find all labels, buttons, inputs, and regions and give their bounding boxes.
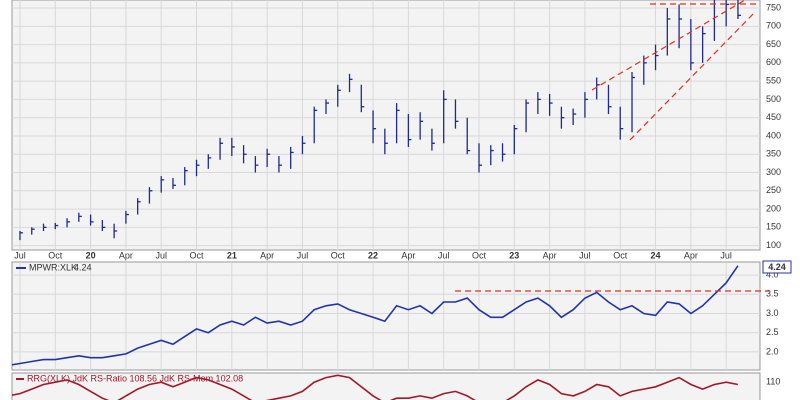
last-value-box	[762, 260, 792, 274]
y-tick-label: 600	[766, 57, 781, 67]
y-tick-label: 2.5	[766, 327, 779, 337]
x-tick-label: 22	[368, 250, 378, 260]
x-tick-label: 24	[651, 250, 661, 260]
x-tick-label: Jul	[14, 250, 26, 260]
y-tick-label: 3.0	[766, 308, 779, 318]
y-tick-label: 650	[766, 39, 781, 49]
price-plot	[12, 0, 760, 250]
x-tick-label: 21	[227, 250, 237, 260]
y-tick-label: 300	[766, 167, 781, 177]
x-tick-label: Oct	[472, 250, 487, 260]
legend-label: MPWR:XLK	[29, 262, 77, 272]
y-tick-label: 400	[766, 130, 781, 140]
x-tick-label: Apr	[119, 250, 133, 260]
y-tick-label: 2.0	[766, 346, 779, 356]
y-tick-label: 4.0	[766, 269, 779, 279]
x-tick-label: Oct	[48, 250, 63, 260]
price-panel	[11, 0, 761, 251]
rrg-plot	[12, 374, 739, 400]
y-tick-label: 350	[766, 149, 781, 159]
axes: 100 150 200 250 300 350 400 450 500 550 600 650 700 7…	[14, 2, 781, 386]
x-tick-label: Jul	[579, 250, 591, 260]
y-tick-label: 250	[766, 185, 781, 195]
series-line	[12, 265, 739, 366]
rrg-panel	[11, 372, 761, 400]
y-tick-label: 700	[766, 21, 781, 31]
y-tick-label: 3.5	[766, 289, 779, 299]
y-tick-label: 450	[766, 112, 781, 122]
x-tick-label: Jul	[720, 250, 732, 260]
x-tick-label: Apr	[260, 250, 274, 260]
y-tick-label: 500	[766, 94, 781, 104]
y-tick-label: 110	[766, 377, 780, 387]
y-tick-label: 200	[766, 203, 781, 213]
last-value: 4.24	[768, 262, 786, 272]
x-tick-label: Oct	[613, 250, 628, 260]
x-tick-label: Apr	[401, 250, 415, 260]
ratio-plot	[12, 262, 760, 370]
x-tick-label: Jul	[297, 250, 309, 260]
x-tick-label: 20	[86, 250, 96, 260]
series-line	[12, 374, 739, 400]
x-tick-label: Oct	[190, 250, 205, 260]
y-tick-label: 100	[766, 240, 781, 250]
y-tick-label: 150	[766, 222, 781, 232]
x-tick-label: Jul	[438, 250, 450, 260]
rrg-title: RRG(XLK) JdK RS-Ratio 108.56 JdK RS-Mom …	[27, 373, 243, 383]
y-tick-label: 550	[766, 76, 781, 86]
x-tick-label: Apr	[543, 250, 557, 260]
y-tick-label: 750	[766, 2, 781, 12]
x-tick-label: Oct	[331, 250, 346, 260]
x-tick-label: Apr	[684, 250, 698, 260]
x-tick-label: Jul	[155, 250, 167, 260]
x-tick-label: 23	[509, 250, 519, 260]
legend-value: 4.24	[74, 262, 92, 272]
